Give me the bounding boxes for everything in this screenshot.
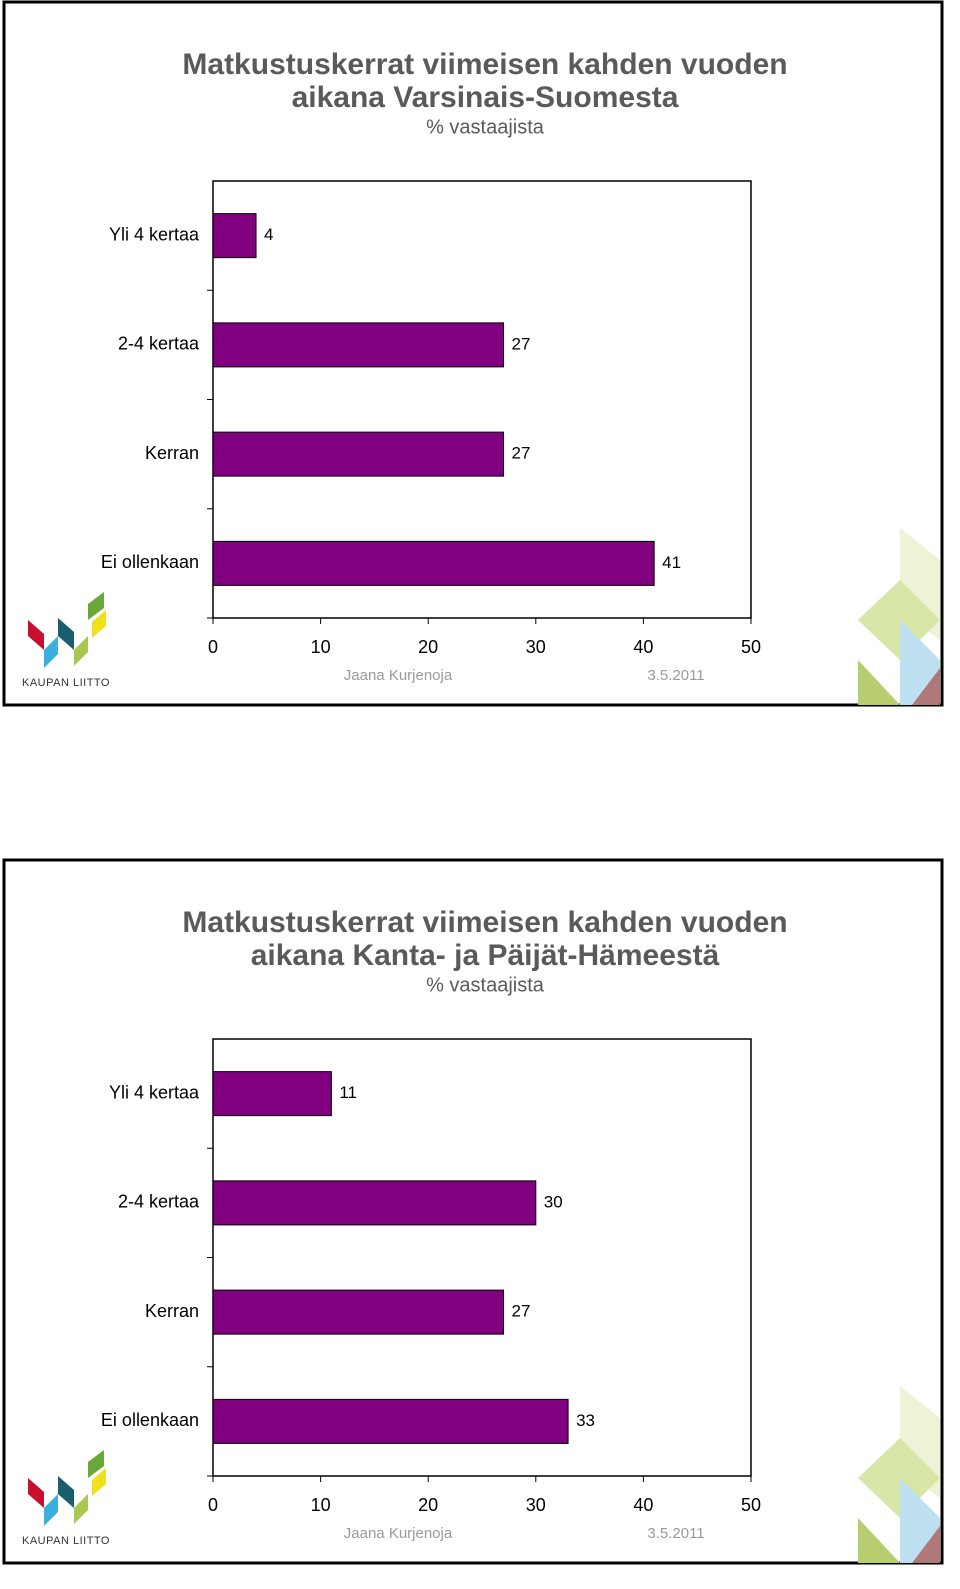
x-tick-label: 20: [418, 637, 438, 657]
footer-date: 3.5.2011: [647, 667, 704, 684]
slide: Matkustuskerrat viimeisen kahden vuodena…: [2, 858, 944, 1565]
bar: [212, 431, 505, 477]
bar: [212, 1071, 332, 1117]
chart-subtitle: % vastaajista: [426, 116, 545, 138]
x-tick-label: 40: [633, 1495, 653, 1515]
value-label: 27: [512, 1302, 531, 1321]
slide: Matkustuskerrat viimeisen kahden vuodena…: [2, 0, 944, 707]
x-tick-label: 30: [526, 637, 546, 657]
x-tick-label: 50: [741, 1495, 761, 1515]
chart-subtitle: % vastaajista: [426, 974, 545, 996]
bar: [212, 540, 655, 586]
bar: [212, 213, 257, 259]
category-label: Yli 4 kertaa: [109, 224, 200, 244]
logo-text: KAUPAN LIITTO: [22, 677, 110, 689]
footer-author: Jaana Kurjenoja: [344, 667, 453, 684]
value-label: 27: [512, 444, 531, 463]
logo-text: KAUPAN LIITTO: [22, 1535, 110, 1547]
x-tick-label: 0: [208, 637, 218, 657]
value-label: 30: [544, 1192, 563, 1211]
corner-decoration: [858, 1386, 940, 1563]
x-tick-label: 0: [208, 1495, 218, 1515]
value-label: 41: [662, 553, 681, 572]
footer-date: 3.5.2011: [647, 1525, 704, 1542]
x-tick-label: 20: [418, 1495, 438, 1515]
x-tick-label: 10: [311, 1495, 331, 1515]
x-tick-label: 50: [741, 637, 761, 657]
x-tick-label: 10: [311, 637, 331, 657]
footer-author: Jaana Kurjenoja: [344, 1525, 453, 1542]
category-label: Ei ollenkaan: [101, 552, 199, 572]
category-label: 2-4 kertaa: [118, 334, 200, 354]
category-label: Ei ollenkaan: [101, 1410, 199, 1430]
category-label: Kerran: [145, 1301, 199, 1321]
chart-title: aikana Varsinais-Suomesta: [292, 81, 679, 114]
x-tick-label: 30: [526, 1495, 546, 1515]
value-label: 4: [264, 225, 273, 244]
category-label: Yli 4 kertaa: [109, 1082, 200, 1102]
chart-title: Matkustuskerrat viimeisen kahden vuoden: [182, 906, 787, 939]
logo-shapes: [28, 592, 106, 668]
x-tick-label: 40: [633, 637, 653, 657]
bar: [212, 1289, 505, 1335]
chart-title: aikana Kanta- ja Päijät-Hämeestä: [251, 939, 720, 972]
category-label: 2-4 kertaa: [118, 1192, 200, 1212]
value-label: 27: [512, 334, 531, 353]
bar: [212, 1398, 569, 1444]
category-label: Kerran: [145, 443, 199, 463]
value-label: 11: [339, 1083, 357, 1102]
chart-title: Matkustuskerrat viimeisen kahden vuoden: [182, 48, 787, 81]
logo-shapes: [28, 1450, 106, 1526]
bar: [212, 1180, 537, 1226]
bar: [212, 322, 505, 368]
corner-decoration: [858, 528, 940, 705]
value-label: 33: [576, 1411, 595, 1430]
